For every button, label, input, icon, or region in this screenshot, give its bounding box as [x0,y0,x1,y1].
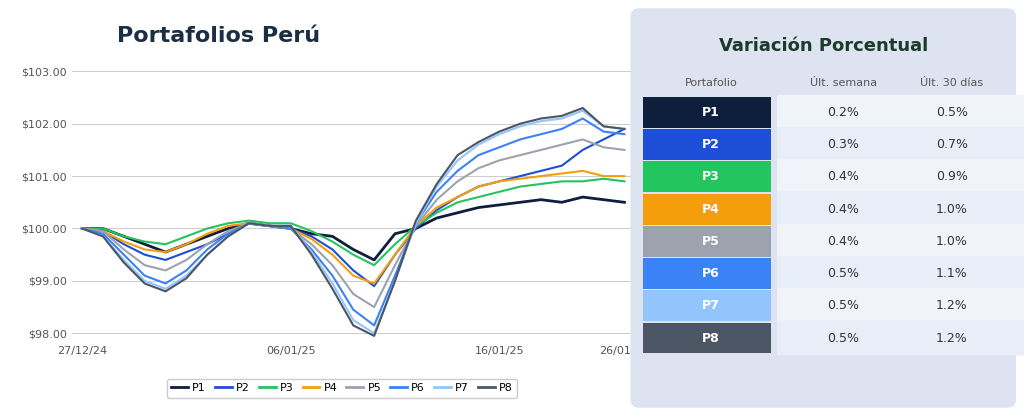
Text: 0.7%: 0.7% [936,138,968,151]
Text: 1.0%: 1.0% [936,203,968,215]
FancyBboxPatch shape [642,258,771,289]
FancyBboxPatch shape [777,191,1024,227]
Text: P6: P6 [701,267,720,280]
Text: Últ. semana: Últ. semana [810,78,877,88]
Text: 0.4%: 0.4% [827,235,859,248]
FancyBboxPatch shape [777,127,1024,162]
Text: 0.2%: 0.2% [827,106,859,119]
FancyBboxPatch shape [642,226,771,257]
Legend: P1, P2, P3, P4, P5, P6, P7, P8: P1, P2, P3, P4, P5, P6, P7, P8 [167,379,517,398]
FancyBboxPatch shape [642,129,771,160]
Text: P2: P2 [701,138,720,151]
Text: P1: P1 [701,106,720,119]
Text: P8: P8 [701,332,720,344]
FancyBboxPatch shape [777,288,1024,323]
FancyBboxPatch shape [777,224,1024,259]
FancyBboxPatch shape [642,290,771,321]
Text: P5: P5 [701,235,720,248]
Text: 1.1%: 1.1% [936,267,968,280]
Text: Últ. 30 días: Últ. 30 días [921,78,983,88]
Text: P3: P3 [701,170,720,183]
Text: 1.0%: 1.0% [936,235,968,248]
Text: 1.2%: 1.2% [936,299,968,312]
FancyBboxPatch shape [777,320,1024,356]
Text: 1.2%: 1.2% [936,332,968,344]
Text: 0.5%: 0.5% [827,299,859,312]
Text: 0.4%: 0.4% [827,203,859,215]
Text: Portafolios Perú: Portafolios Perú [117,25,319,46]
Text: 0.3%: 0.3% [827,138,859,151]
Text: P4: P4 [701,203,720,215]
Text: P7: P7 [701,299,720,312]
FancyBboxPatch shape [642,97,771,128]
Text: 0.5%: 0.5% [827,332,859,344]
Text: 0.5%: 0.5% [936,106,968,119]
Text: 0.5%: 0.5% [827,267,859,280]
FancyBboxPatch shape [631,8,1016,408]
FancyBboxPatch shape [642,193,771,225]
FancyBboxPatch shape [642,322,771,354]
Text: Variación Porcentual: Variación Porcentual [719,37,928,55]
Text: 0.9%: 0.9% [936,170,968,183]
FancyBboxPatch shape [642,161,771,192]
Text: Portafolio: Portafolio [684,78,737,88]
Text: 0.4%: 0.4% [827,170,859,183]
FancyBboxPatch shape [777,95,1024,130]
FancyBboxPatch shape [777,159,1024,194]
FancyBboxPatch shape [777,256,1024,291]
